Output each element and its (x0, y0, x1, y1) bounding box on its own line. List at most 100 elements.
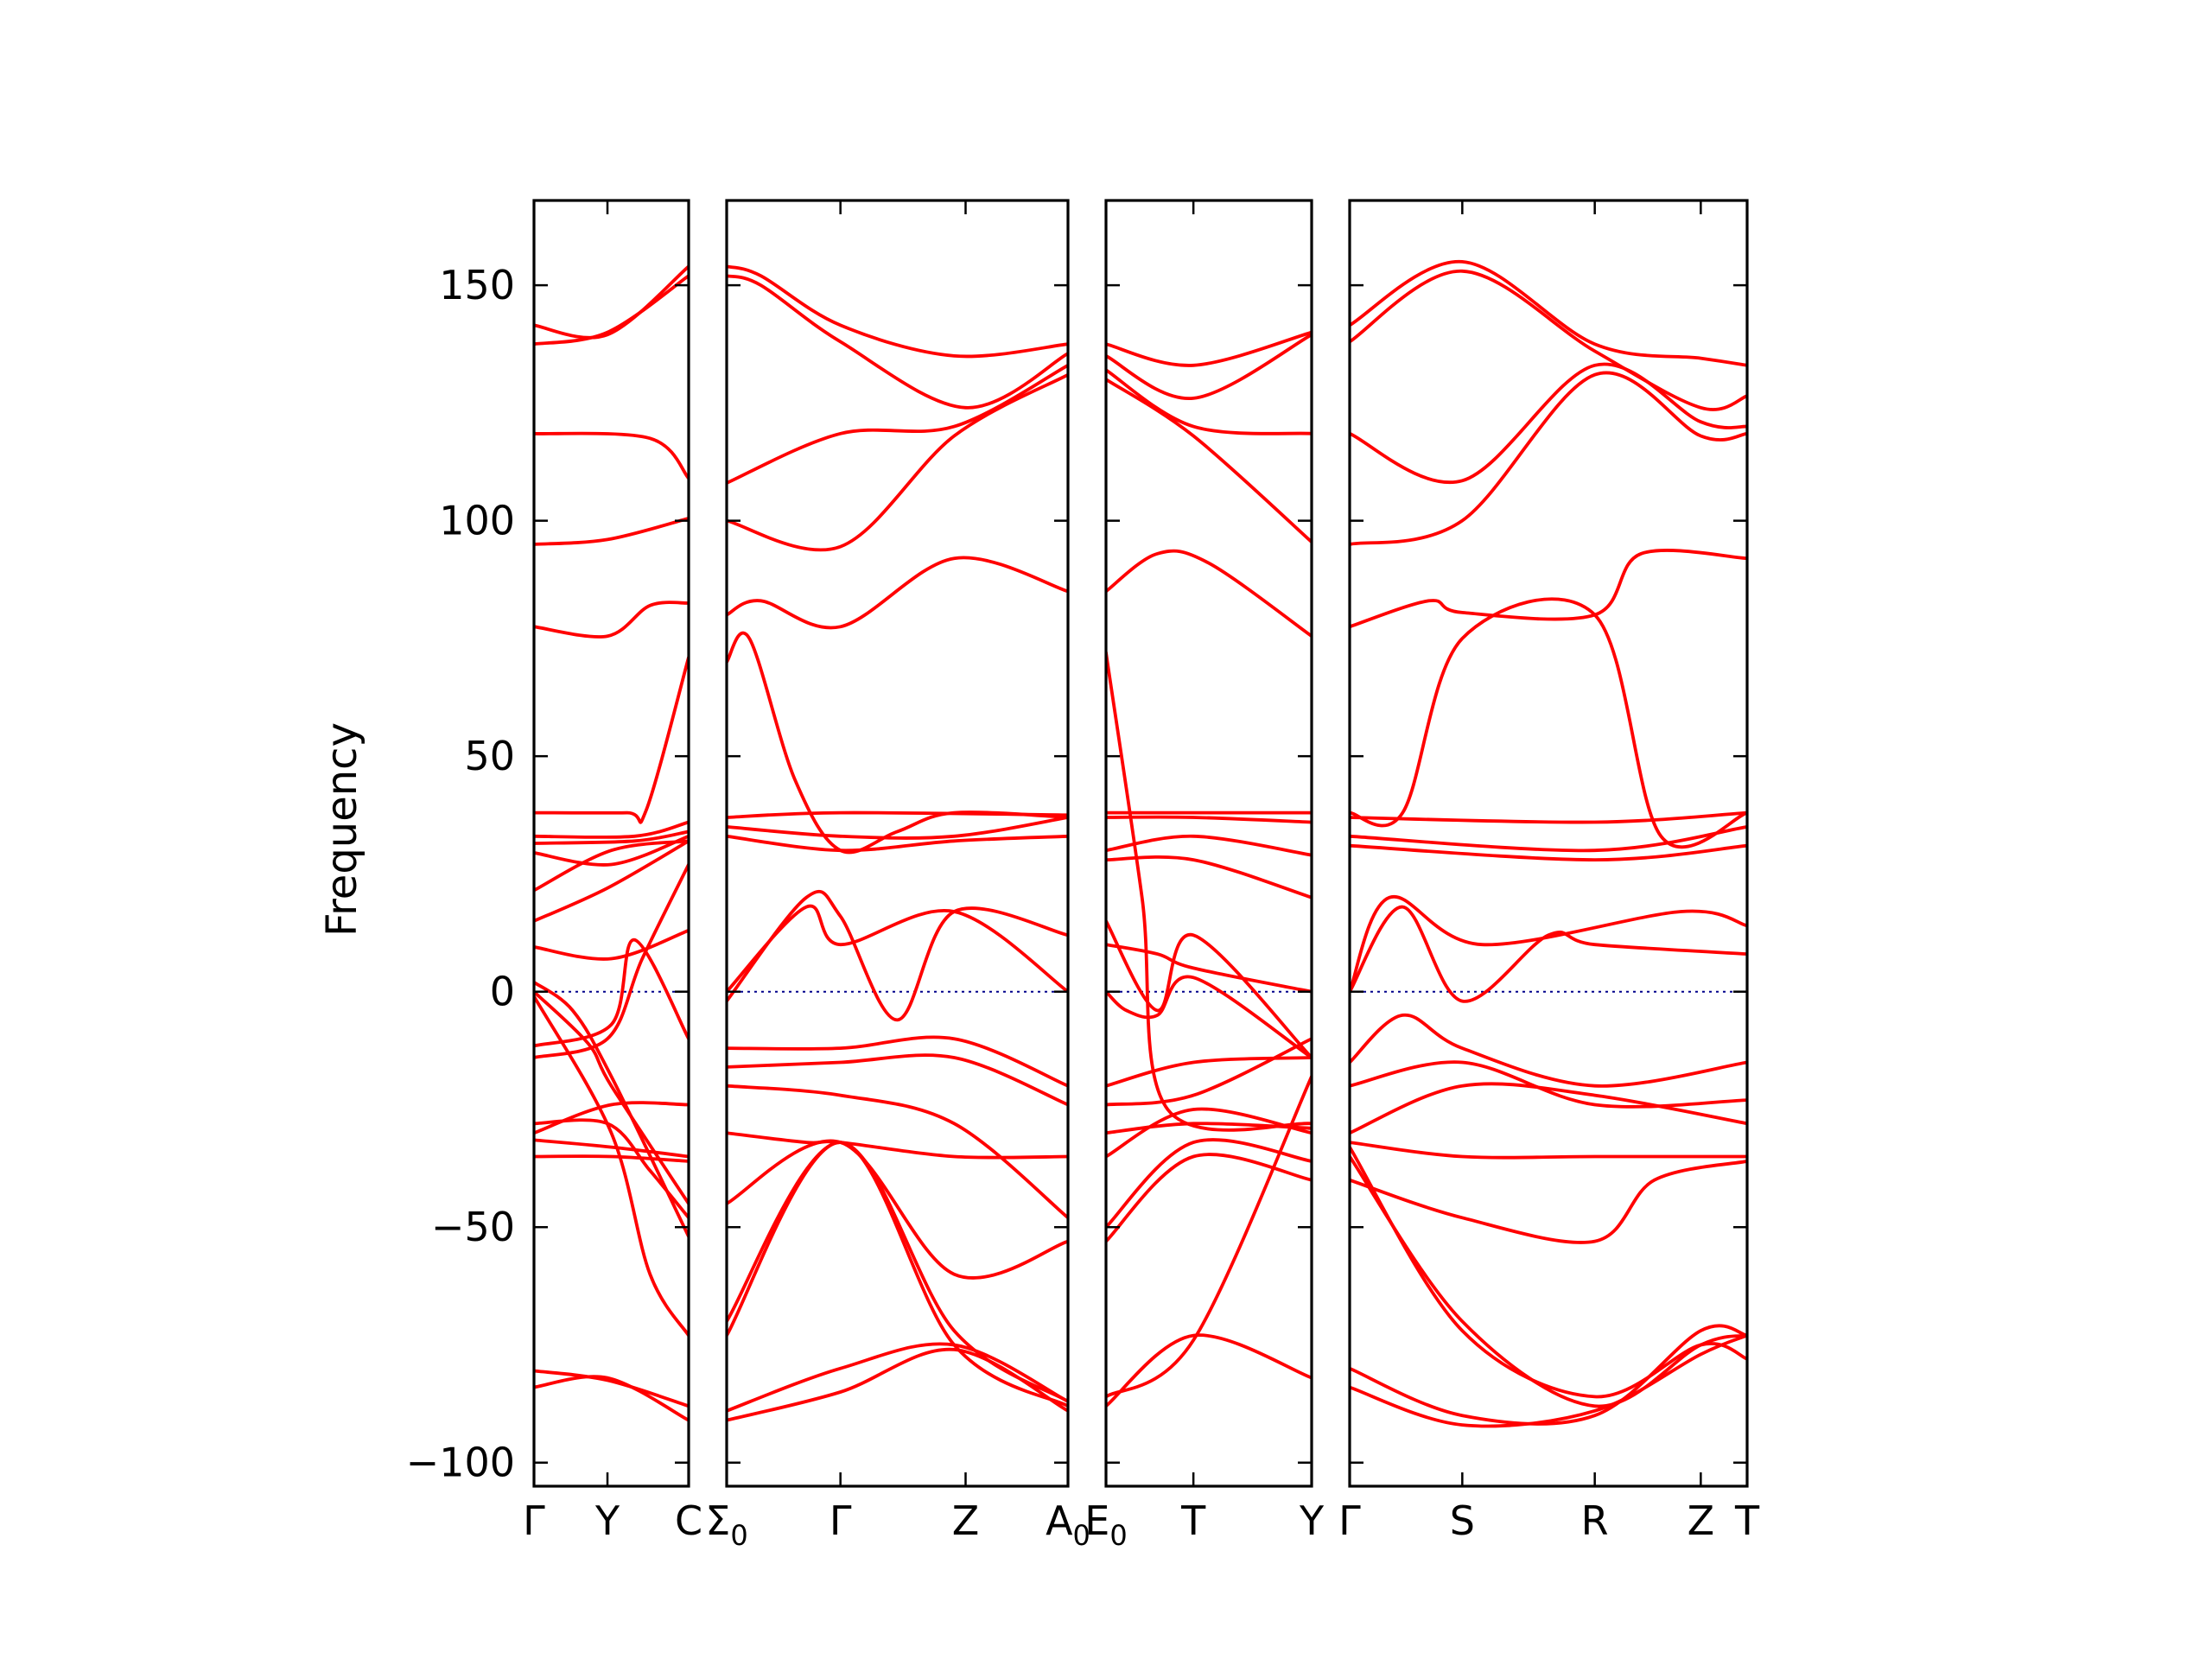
band-line (534, 834, 689, 867)
y-tick-label: 50 (464, 733, 515, 779)
bands (1106, 330, 1312, 1408)
band-line (1106, 834, 1312, 857)
band-line (1106, 919, 1312, 1059)
band-line (1350, 1141, 1747, 1160)
band-line (534, 517, 689, 546)
band-line (1106, 330, 1312, 367)
x-tick-label: Γ (830, 1497, 852, 1544)
band-line (534, 995, 689, 1338)
band-line (727, 372, 1068, 552)
x-tick-label: Σ0 (705, 1497, 747, 1552)
band-line (534, 1369, 689, 1408)
panel-frame (725, 199, 1070, 1488)
band-line (1350, 1324, 1747, 1426)
band-line (534, 1138, 689, 1159)
y-tick-label: 150 (439, 262, 515, 308)
band-line (1350, 371, 1747, 546)
x-tick-label: Z (1688, 1497, 1715, 1544)
x-tick-label: Y (594, 1497, 620, 1544)
band-line (727, 1053, 1068, 1107)
band-line (1106, 943, 1312, 994)
band-line (727, 1141, 1068, 1408)
band-line (1106, 1056, 1312, 1088)
band-line (534, 862, 689, 1059)
band-line (727, 264, 1068, 359)
band-line (1350, 894, 1747, 994)
band-line (534, 839, 689, 893)
band-line (1106, 1138, 1312, 1230)
band-line (534, 431, 689, 480)
band-line (1106, 1037, 1312, 1107)
band-line (1350, 1060, 1747, 1109)
band-line (1350, 825, 1747, 853)
band-line (534, 264, 689, 340)
band-line (534, 1375, 689, 1422)
band-line (534, 928, 689, 961)
band-line (534, 1154, 689, 1163)
band-line (727, 889, 1068, 1022)
band-line (1350, 1082, 1747, 1135)
band-line (727, 810, 1068, 819)
band-line (534, 830, 689, 845)
y-tick-label: 100 (439, 498, 515, 544)
x-tick-label: Γ (523, 1497, 545, 1544)
band-line (727, 1139, 1068, 1280)
y-tick-labels: −100 −50 0 50 100 150 (406, 262, 515, 1486)
band-line (534, 274, 689, 346)
band-line (534, 1101, 689, 1135)
panel-frame (532, 199, 690, 1488)
band-line (1350, 1333, 1747, 1428)
band-line (1106, 1333, 1312, 1408)
panel-frame (1104, 199, 1313, 1488)
band-line (727, 556, 1068, 630)
band-line (1350, 1013, 1747, 1088)
y-axis-title: Frequency (318, 722, 366, 937)
band-line (1106, 855, 1312, 899)
panel-2: Σ0 Γ Z A0 (705, 199, 1090, 1552)
y-tick-label: −50 (431, 1204, 515, 1250)
band-line (727, 834, 1068, 853)
y-tick-label: −100 (406, 1440, 515, 1486)
band-line (1350, 362, 1747, 485)
band-line (1106, 1074, 1312, 1399)
band-line (534, 655, 689, 824)
x-tick-label: E0 (1084, 1497, 1127, 1552)
band-line (534, 980, 689, 1238)
y-tick-label: 0 (490, 969, 515, 1015)
band-line (1106, 378, 1312, 544)
band-line (1350, 810, 1747, 824)
band-line (534, 839, 689, 923)
band-line (727, 1141, 1068, 1403)
panel-frame (1348, 199, 1749, 1488)
band-line (1106, 975, 1312, 1059)
band-line (727, 1342, 1068, 1413)
band-line (1350, 1160, 1747, 1244)
x-tick-label: Y (1299, 1497, 1325, 1544)
band-line (727, 904, 1068, 994)
band-line (1350, 905, 1747, 1003)
band-line (727, 1131, 1068, 1160)
band-line (727, 1347, 1068, 1422)
band-line (727, 1035, 1068, 1088)
band-line (1106, 1107, 1312, 1159)
bands (1350, 259, 1747, 1428)
band-line (534, 820, 689, 839)
x-tick-label: S (1450, 1497, 1475, 1544)
bands (727, 264, 1068, 1422)
band-line (1350, 1145, 1747, 1399)
band-line (1350, 843, 1747, 861)
band-line (1350, 269, 1747, 411)
bands (534, 264, 689, 1422)
x-tick-label: T (1180, 1497, 1206, 1544)
band-line (1350, 597, 1747, 849)
x-tick-label: Z (952, 1497, 980, 1544)
band-line (727, 816, 1068, 840)
band-line (1106, 651, 1312, 1132)
band-line (1350, 1154, 1747, 1408)
band-line (727, 1084, 1068, 1220)
band-line (1350, 259, 1747, 367)
band-line (1106, 815, 1312, 824)
band-line (534, 938, 689, 1048)
